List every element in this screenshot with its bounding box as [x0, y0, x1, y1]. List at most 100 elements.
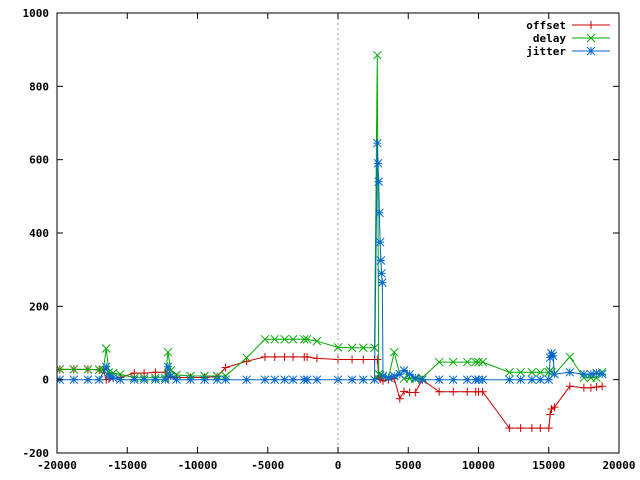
jitter-point [221, 375, 230, 385]
jitter-point-d2 [597, 369, 607, 379]
jitter-point [129, 375, 139, 385]
delay-point-d2 [69, 365, 79, 374]
delay-point-d2 [280, 334, 289, 344]
jitter-point [104, 371, 114, 381]
offset-point [359, 355, 368, 364]
delay-point [448, 357, 458, 367]
delay-point-d2 [474, 357, 483, 367]
jitter-point-d2 [150, 375, 160, 385]
jitter-point [166, 371, 176, 381]
jitter-point [347, 375, 357, 385]
jitter-point-d2 [83, 375, 93, 385]
jitter-point [373, 158, 383, 168]
offset-point [544, 424, 553, 433]
offset-point [478, 387, 487, 396]
delay-point-d2 [347, 343, 357, 353]
jitter-point [505, 375, 514, 385]
delay-point [535, 367, 545, 377]
jitter-point-d2 [372, 138, 382, 148]
delay-point-d2 [527, 367, 537, 377]
jitter-point [565, 367, 575, 377]
plot-frame [56, 12, 620, 454]
jitter-point [384, 373, 393, 383]
delay-point [505, 367, 514, 377]
jitter-point-d2 [160, 375, 170, 385]
offset-point [550, 403, 559, 412]
jitter-point-d2 [547, 348, 556, 358]
x-tick-label: -10000 [178, 459, 218, 472]
jitter-point [172, 375, 181, 385]
offset-point [516, 424, 525, 433]
jitter-point [527, 375, 537, 385]
jitter-point-d2 [377, 278, 387, 287]
jitter-point [405, 369, 415, 379]
offset-point [395, 394, 404, 403]
jitter-point [370, 375, 379, 385]
delay-point [471, 357, 481, 367]
jitter-point-d2 [280, 375, 289, 385]
jitter-point [139, 375, 149, 385]
offset-point [505, 424, 514, 433]
jitter-point-d2 [200, 375, 209, 385]
delay-point-d2 [358, 343, 368, 353]
delay-point [288, 334, 298, 344]
jitter-point-d2 [550, 369, 559, 379]
offset-point [546, 410, 555, 419]
jitter-point [399, 366, 409, 375]
x-tick-label: 10000 [462, 459, 495, 472]
delay-point-d2 [83, 365, 93, 374]
jitter-point-d2 [548, 351, 558, 361]
jitter-point [516, 375, 526, 385]
delay-point-d2 [516, 367, 526, 377]
jitter-point-d2 [347, 375, 357, 385]
jitter-point-d2 [312, 375, 322, 385]
delay-point [242, 353, 252, 363]
legend-marker-delay [586, 33, 596, 43]
jitter-point [597, 369, 607, 379]
x-tick-label: -5000 [251, 459, 284, 472]
x-tick-label: -15000 [107, 459, 147, 472]
jitter-point [280, 375, 289, 385]
jitter-point-d2 [389, 371, 399, 381]
jitter-point [312, 375, 322, 385]
delay-point [101, 344, 111, 353]
delay-point [280, 334, 289, 344]
x-tick-label: 5000 [395, 459, 422, 472]
jitter-point-d2 [221, 375, 230, 385]
delay-point [270, 334, 280, 344]
jitter-point [69, 375, 79, 385]
delay-point-d2 [270, 334, 280, 344]
jitter-point [374, 177, 384, 187]
delay-point-d2 [299, 334, 309, 344]
offset-point [280, 352, 289, 361]
delay-point [372, 50, 382, 60]
jitter-point [101, 362, 111, 372]
jitter-point [462, 375, 472, 385]
offset-point [289, 352, 298, 361]
jitter-point-d2 [505, 375, 514, 385]
offset-point [242, 357, 251, 366]
jitter-point-d2 [163, 362, 173, 372]
jitter-point-d2 [370, 375, 379, 385]
x-tick-label: 0 [335, 459, 342, 472]
jitter-point-d2 [115, 375, 125, 385]
offset-point [348, 355, 357, 364]
jitter-point-d2 [375, 208, 384, 218]
jitter-point [586, 369, 596, 379]
delay-point [94, 365, 104, 375]
jitter-point-d2 [592, 368, 601, 378]
delay-point [358, 343, 368, 353]
jitter-point [358, 375, 368, 385]
jitter-point-d2 [373, 158, 383, 168]
jitter-point [377, 278, 387, 287]
delay-point-d2 [101, 344, 111, 353]
jitter-point [302, 375, 312, 385]
axes: -20000 -15000 -10000 -5000 0 5000 10000 15000 20… [23, 7, 636, 472]
delay-point-d2 [302, 334, 312, 344]
y-tick-label: 400 [29, 227, 49, 240]
delay-point-d2 [372, 50, 382, 60]
jitter-point-d2 [376, 256, 386, 265]
jitter-point-d2 [270, 375, 280, 385]
offset-point [435, 387, 444, 396]
